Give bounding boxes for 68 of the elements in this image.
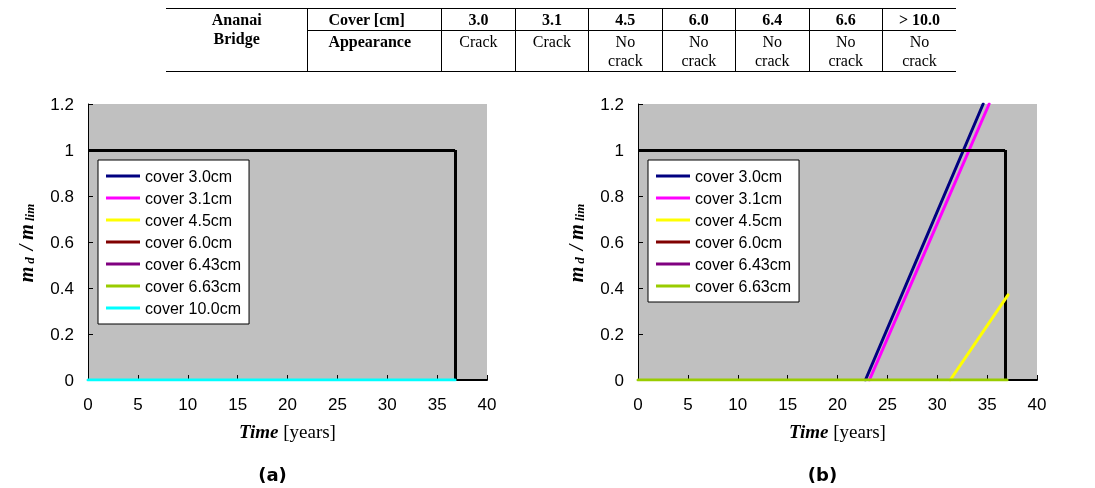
text: Ananai Bridge — [166, 8, 308, 72]
legend-label: cover 3.0cm — [145, 167, 233, 185]
y-tick-label: 0.6 — [600, 232, 624, 252]
text: Crack — [515, 30, 589, 72]
text: 3.0 — [441, 8, 516, 31]
legend-label: cover 4.5cm — [145, 211, 233, 229]
text: No crack — [662, 30, 736, 72]
y-tick-label: 0 — [614, 370, 624, 390]
y-tick-label: 1 — [614, 140, 624, 160]
x-tick-label: 25 — [327, 395, 347, 414]
legend-label: cover 3.1cm — [145, 189, 233, 207]
y-tick-label: 0.2 — [600, 324, 624, 344]
x-tick-label: 40 — [477, 395, 497, 414]
text: 3.1 — [515, 8, 589, 31]
x-tick-label: 30 — [927, 395, 947, 414]
text: Appearance — [307, 30, 442, 72]
y-tick-label: 1.2 — [600, 94, 624, 114]
legend-label: cover 3.0cm — [695, 167, 783, 185]
text: > 10.0 — [882, 8, 956, 31]
x-tick-label: 35 — [977, 395, 997, 414]
text: Crack — [441, 30, 516, 72]
text: 6.6 — [809, 8, 883, 31]
legend-label: cover 4.5cm — [695, 211, 783, 229]
text: (b) — [807, 463, 838, 485]
text: No crack — [735, 30, 809, 72]
legend-label: cover 6.43cm — [695, 255, 792, 273]
x-tick-label: 15 — [778, 395, 798, 414]
x-axis-title: Time [years] — [789, 421, 886, 442]
legend-label: cover 6.63cm — [145, 277, 242, 295]
x-tick-label: 20 — [828, 395, 847, 414]
text: No crack — [588, 30, 663, 72]
text: (a) — [258, 463, 287, 485]
x-tick-label: 30 — [377, 395, 397, 414]
legend-label: cover 3.1cm — [695, 189, 783, 207]
text: No crack — [809, 30, 883, 72]
x-tick-label: 40 — [1027, 395, 1047, 414]
y-tick-label: 1 — [64, 140, 74, 160]
x-tick-label: 5 — [133, 395, 143, 414]
x-tick-label: 5 — [683, 395, 693, 414]
x-tick-label: 0 — [633, 395, 643, 414]
x-tick-label: 10 — [728, 395, 748, 414]
text: 6.4 — [735, 8, 809, 31]
legend-label: cover 6.63cm — [695, 277, 792, 295]
text: 6.0 — [662, 8, 736, 31]
text: 4.5 — [588, 8, 663, 31]
y-tick-label: 0 — [64, 370, 74, 390]
text: Cover [cm] — [307, 8, 442, 31]
x-tick-label: 20 — [278, 395, 297, 414]
legend-label: cover 6.0cm — [145, 233, 233, 251]
legend-label: cover 10.0cm — [145, 299, 242, 317]
y-tick-label: 0.8 — [50, 186, 74, 206]
x-tick-label: 35 — [427, 395, 447, 414]
x-axis-title: Time [years] — [239, 421, 336, 442]
text: No crack — [882, 30, 956, 72]
legend-label: cover 6.43cm — [145, 255, 242, 273]
y-tick-label: 0.6 — [50, 232, 74, 252]
x-tick-label: 25 — [877, 395, 897, 414]
y-axis-title: md / mlim — [14, 203, 37, 283]
y-tick-label: 0.8 — [600, 186, 624, 206]
y-tick-label: 0.2 — [50, 324, 74, 344]
y-tick-label: 0.4 — [600, 278, 624, 298]
x-tick-label: 0 — [83, 395, 93, 414]
x-tick-label: 10 — [178, 395, 198, 414]
x-tick-label: 15 — [228, 395, 248, 414]
legend-label: cover 6.0cm — [695, 233, 783, 251]
y-axis-title: md / mlim — [564, 203, 587, 283]
y-tick-label: 1.2 — [50, 94, 74, 114]
y-tick-label: 0.4 — [50, 278, 74, 298]
